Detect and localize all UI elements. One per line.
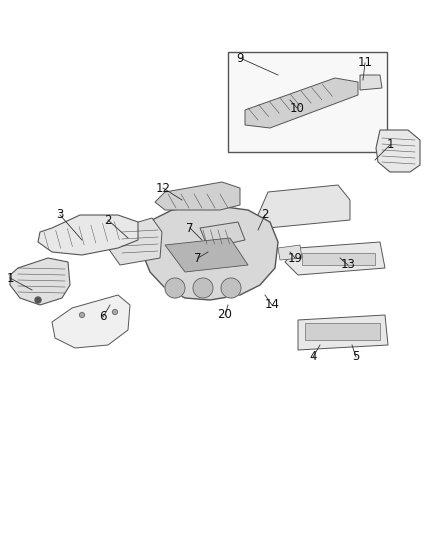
Polygon shape [38, 215, 138, 255]
Text: 19: 19 [287, 252, 303, 264]
Polygon shape [155, 182, 240, 210]
Text: 7: 7 [186, 222, 194, 235]
Text: 20: 20 [218, 309, 233, 321]
Text: 10: 10 [290, 101, 304, 115]
Circle shape [35, 297, 41, 303]
Polygon shape [305, 323, 380, 340]
Text: 9: 9 [236, 52, 244, 64]
Polygon shape [10, 258, 70, 305]
Text: 4: 4 [309, 351, 317, 364]
Polygon shape [228, 52, 387, 152]
Text: 5: 5 [352, 351, 360, 364]
Text: 2: 2 [261, 208, 269, 222]
Circle shape [80, 312, 85, 318]
Polygon shape [200, 222, 245, 248]
Text: 12: 12 [155, 182, 170, 195]
Text: 7: 7 [194, 252, 202, 264]
Polygon shape [376, 130, 420, 172]
Polygon shape [52, 295, 130, 348]
Circle shape [221, 278, 241, 298]
Circle shape [193, 278, 213, 298]
Polygon shape [285, 242, 385, 275]
Polygon shape [258, 185, 350, 228]
Polygon shape [142, 205, 278, 300]
Circle shape [165, 278, 185, 298]
Text: 13: 13 [341, 259, 356, 271]
Polygon shape [302, 253, 375, 265]
Text: 6: 6 [99, 311, 107, 324]
Polygon shape [245, 78, 358, 128]
Text: 1: 1 [386, 139, 394, 151]
Polygon shape [360, 75, 382, 90]
Polygon shape [298, 315, 388, 350]
Text: 1: 1 [6, 271, 14, 285]
Circle shape [113, 310, 117, 314]
Text: 14: 14 [265, 298, 279, 311]
Polygon shape [165, 238, 248, 272]
Text: 3: 3 [57, 208, 64, 222]
Polygon shape [278, 245, 302, 260]
Text: 11: 11 [357, 56, 372, 69]
Polygon shape [108, 218, 162, 265]
Text: 2: 2 [104, 214, 112, 227]
